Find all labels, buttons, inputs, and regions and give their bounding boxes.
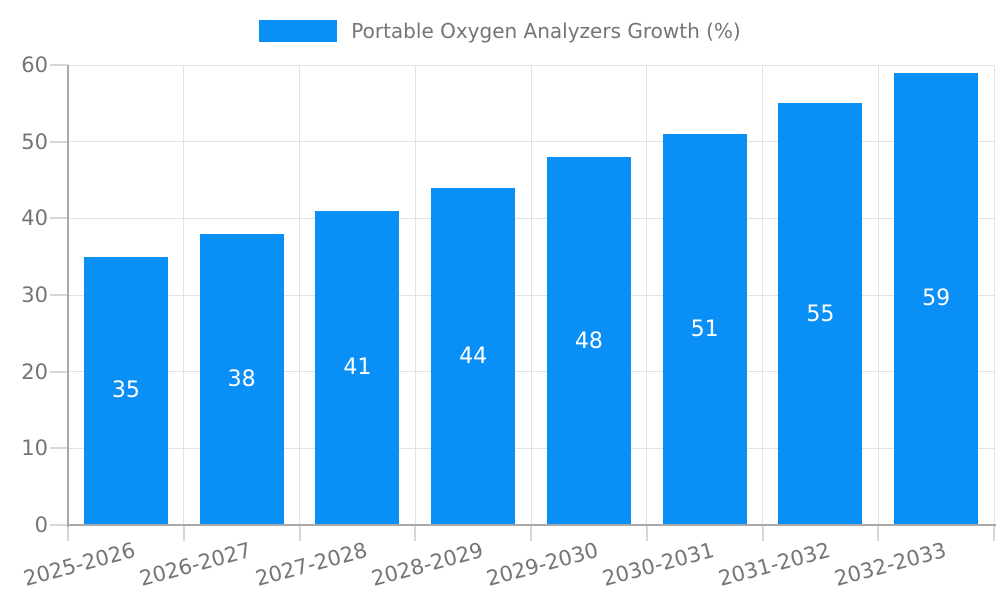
legend-label: Portable Oxygen Analyzers Growth (%): [351, 19, 741, 43]
x-axis-tick-label: 2025-2026: [21, 538, 139, 591]
x-axis-tick-label: 2029-2030: [484, 538, 602, 591]
x-axis-tick: [414, 525, 417, 541]
gridline-vertical: [183, 65, 185, 525]
y-axis-tick-label: 0: [34, 513, 48, 537]
x-axis-tick-label: 2030-2031: [600, 538, 717, 591]
y-axis-tick-label: 60: [21, 53, 48, 77]
y-axis-tick-label: 20: [21, 359, 48, 384]
bar-value-label: 41: [343, 355, 372, 381]
bar: 59: [894, 72, 979, 525]
x-axis-tick: [182, 525, 185, 541]
bar: 55: [778, 103, 863, 525]
x-axis-tick: [645, 525, 648, 541]
x-axis-line: [67, 524, 996, 526]
y-axis-tick: [50, 140, 68, 143]
gridline-vertical: [877, 65, 879, 525]
bar-value-label: 59: [922, 286, 951, 312]
bar: 48: [546, 157, 631, 525]
y-axis-line: [67, 65, 69, 527]
gridline-vertical: [646, 65, 648, 525]
y-axis-tick: [50, 370, 68, 373]
bar: 44: [431, 187, 516, 525]
gridline-vertical: [299, 65, 300, 525]
legend[interactable]: Portable Oxygen Analyzers Growth (%): [0, 19, 1000, 43]
bar: 38: [199, 233, 284, 525]
y-axis-tick-label: 40: [21, 206, 48, 231]
x-axis-tick: [298, 525, 301, 541]
x-axis-tick-label: 2032-2033: [831, 538, 949, 591]
bar: 35: [83, 256, 168, 525]
x-axis-tick: [67, 525, 69, 541]
y-axis-tick: [50, 524, 68, 526]
bar-value-label: 51: [690, 317, 719, 342]
bar-value-label: 44: [459, 343, 488, 369]
legend-swatch-icon: [259, 20, 338, 42]
bar: 41: [315, 210, 400, 525]
gridline-vertical: [530, 65, 532, 525]
x-axis-tick-label: 2026-2027: [137, 538, 254, 591]
y-axis-tick: [50, 447, 68, 450]
bar-value-label: 55: [806, 301, 835, 327]
gridline-vertical: [414, 65, 416, 525]
bar-value-label: 48: [574, 328, 603, 354]
y-axis-tick: [50, 64, 68, 66]
gridline-vertical: [993, 65, 995, 525]
x-axis-tick: [761, 525, 764, 541]
x-axis-tick-label: 2031-2032: [715, 538, 833, 591]
y-axis-tick-label: 10: [21, 436, 48, 461]
bar-value-label: 38: [227, 366, 256, 392]
x-axis-tick: [993, 525, 995, 541]
y-axis-tick: [50, 294, 68, 296]
gridline-vertical: [762, 65, 763, 525]
bar-value-label: 35: [111, 378, 140, 404]
bar: 51: [662, 134, 747, 525]
x-axis-tick-label: 2028-2029: [368, 538, 486, 591]
y-axis-tick-label: 50: [21, 129, 48, 154]
y-axis-tick-label: 30: [21, 283, 48, 307]
y-axis-tick: [50, 217, 68, 220]
x-axis-tick-label: 2027-2028: [252, 538, 370, 591]
x-axis-tick: [877, 525, 880, 541]
x-axis-tick: [530, 525, 532, 541]
